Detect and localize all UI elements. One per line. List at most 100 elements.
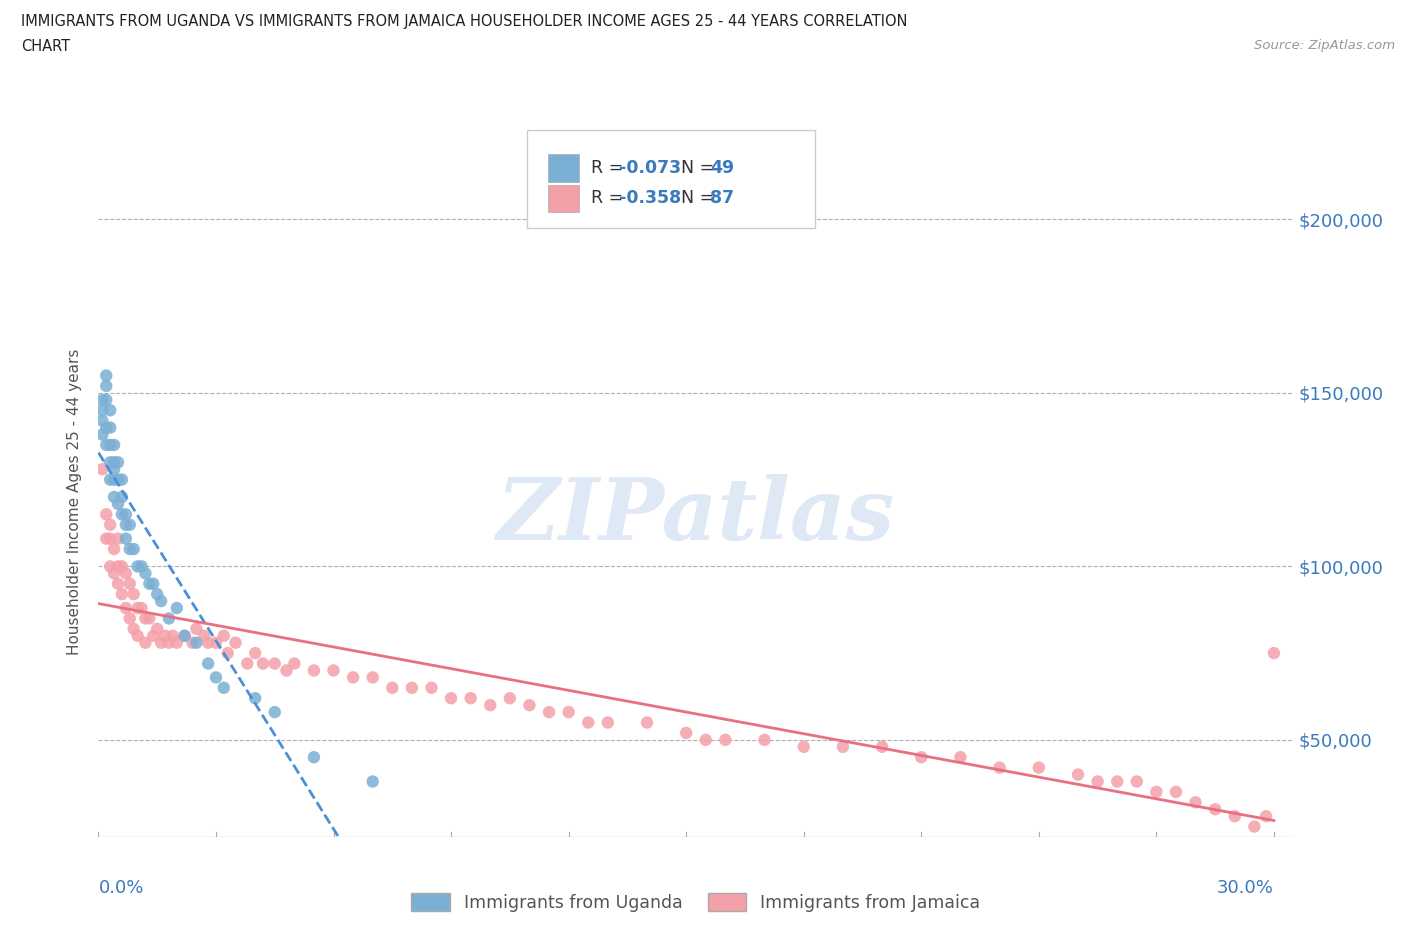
Point [440, 691, 463, 706]
Point [1126, 774, 1149, 789]
Point [107, 531, 129, 546]
Point [225, 635, 247, 650]
Point [537, 705, 560, 720]
Point [98, 559, 121, 574]
Point [1067, 767, 1090, 782]
Point [949, 750, 972, 764]
Point [832, 739, 855, 754]
Point [96, 379, 118, 393]
Point [302, 750, 325, 764]
Point [519, 698, 541, 712]
Point [1223, 809, 1246, 824]
Point [1107, 774, 1129, 789]
Point [127, 559, 149, 574]
Point [138, 611, 160, 626]
Point [460, 691, 482, 706]
Point [134, 565, 156, 580]
Point [115, 601, 138, 616]
Point [96, 531, 118, 546]
Point [111, 489, 134, 504]
Point [217, 645, 239, 660]
Point [1263, 645, 1285, 660]
Text: 49: 49 [710, 159, 734, 178]
Point [118, 517, 141, 532]
Point [96, 507, 118, 522]
Point [205, 635, 228, 650]
Point [127, 601, 149, 616]
Point [157, 611, 180, 626]
Point [401, 681, 423, 696]
Text: Source: ZipAtlas.com: Source: ZipAtlas.com [1254, 39, 1395, 52]
Point [134, 635, 156, 650]
Point [131, 601, 153, 616]
Point [146, 621, 169, 636]
Point [107, 497, 129, 512]
Point [276, 663, 298, 678]
Point [1243, 819, 1265, 834]
Point [1254, 809, 1277, 824]
Point [107, 577, 129, 591]
Point [153, 629, 176, 644]
Text: -0.358: -0.358 [619, 190, 681, 207]
Point [186, 621, 208, 636]
Point [193, 629, 215, 644]
Point [243, 645, 266, 660]
Text: ZIPatlas: ZIPatlas [496, 474, 896, 557]
Point [138, 577, 160, 591]
Point [636, 715, 658, 730]
Point [91, 413, 114, 428]
Point [103, 455, 125, 470]
Text: IMMIGRANTS FROM UGANDA VS IMMIGRANTS FROM JAMAICA HOUSEHOLDER INCOME AGES 25 - 4: IMMIGRANTS FROM UGANDA VS IMMIGRANTS FRO… [21, 14, 908, 29]
Point [263, 705, 285, 720]
Point [173, 629, 195, 644]
Point [342, 670, 364, 684]
Point [103, 489, 125, 504]
Point [243, 691, 266, 706]
Point [98, 437, 121, 452]
Point [714, 733, 737, 748]
Point [103, 437, 125, 452]
Point [103, 472, 125, 487]
Point [98, 455, 121, 470]
Point [107, 472, 129, 487]
Point [131, 559, 153, 574]
Point [197, 635, 219, 650]
Point [157, 635, 180, 650]
Text: 87: 87 [710, 190, 734, 207]
Point [236, 656, 259, 671]
Point [361, 670, 384, 684]
Point [557, 705, 579, 720]
Point [1144, 785, 1167, 800]
Point [576, 715, 599, 730]
Point [252, 656, 274, 671]
Point [142, 577, 165, 591]
Point [122, 587, 145, 602]
Point [107, 455, 129, 470]
Point [98, 403, 121, 418]
Point [98, 531, 121, 546]
Point [146, 587, 169, 602]
Text: 30.0%: 30.0% [1218, 879, 1274, 897]
Text: R =: R = [591, 159, 628, 178]
Point [212, 629, 235, 644]
Point [197, 656, 219, 671]
Point [142, 629, 165, 644]
Point [118, 577, 141, 591]
Point [118, 611, 141, 626]
Y-axis label: Householder Income Ages 25 - 44 years: Householder Income Ages 25 - 44 years [67, 349, 83, 656]
Point [205, 670, 228, 684]
Point [181, 635, 204, 650]
Point [988, 760, 1011, 775]
Point [111, 507, 134, 522]
Point [381, 681, 404, 696]
Point [166, 635, 188, 650]
Point [499, 691, 522, 706]
Text: R =: R = [591, 190, 628, 207]
Point [98, 517, 121, 532]
Point [754, 733, 776, 748]
Point [98, 420, 121, 435]
Point [111, 472, 134, 487]
Point [115, 517, 138, 532]
Point [98, 472, 121, 487]
Point [302, 663, 325, 678]
